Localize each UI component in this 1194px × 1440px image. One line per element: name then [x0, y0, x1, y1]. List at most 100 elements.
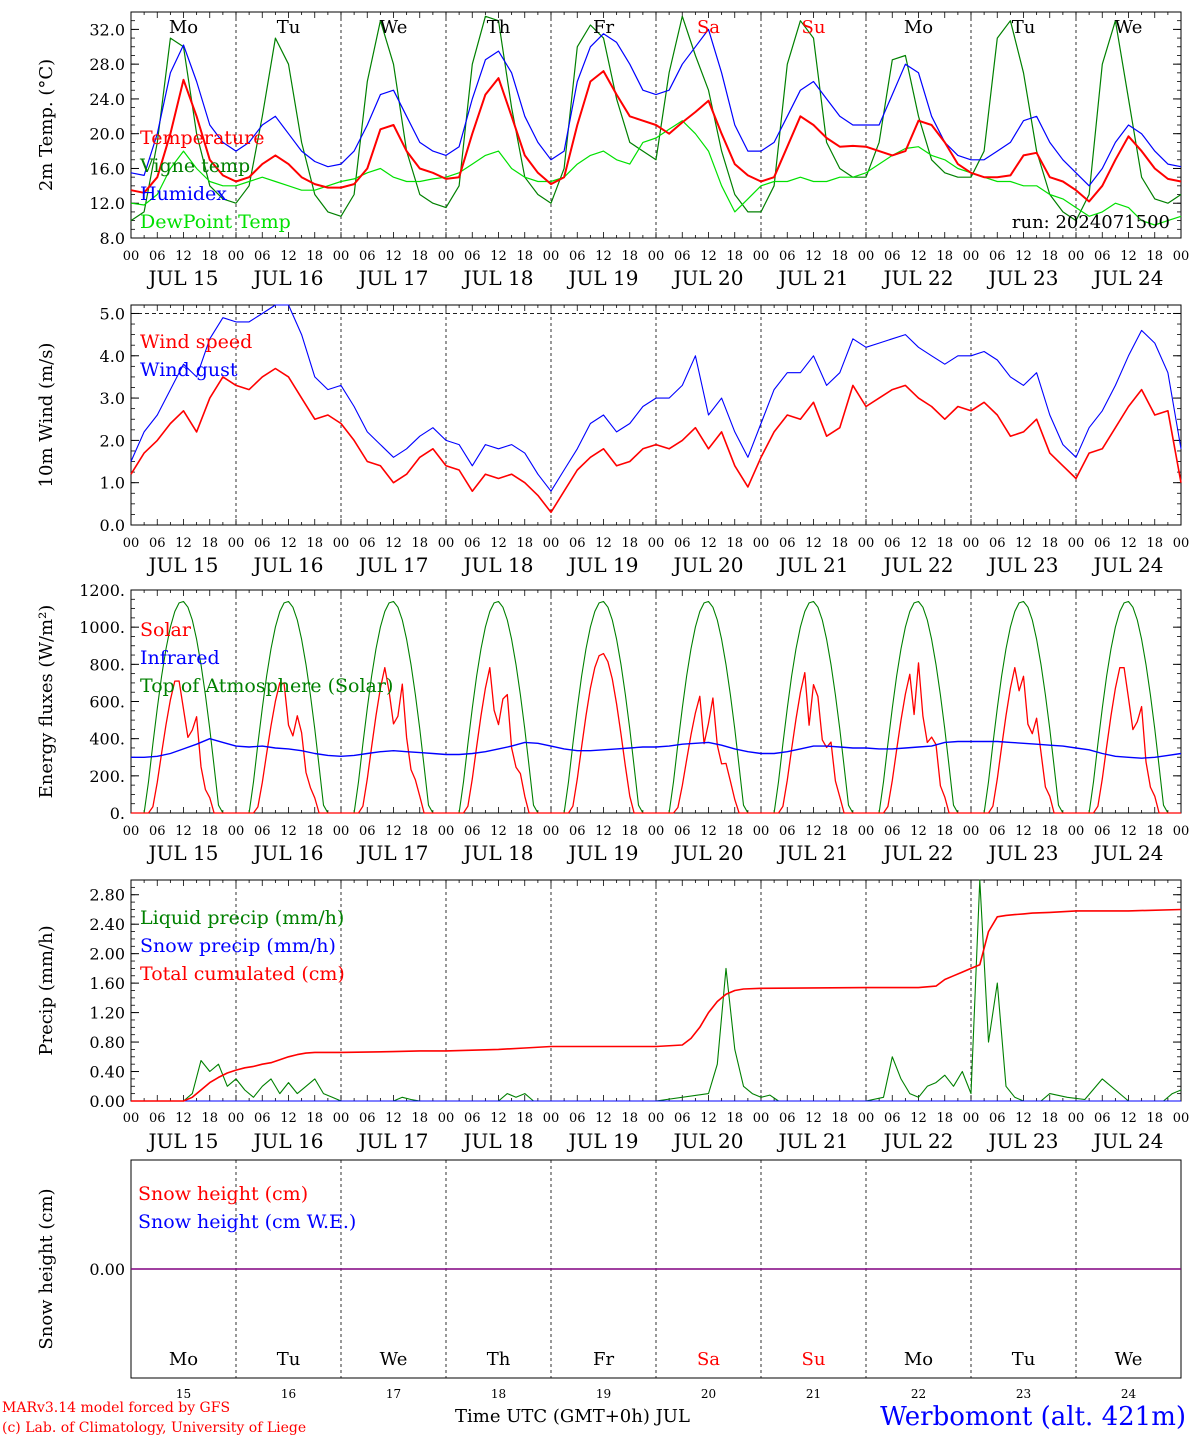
x-hour-label: 06 — [464, 1111, 481, 1126]
y-tick-label: 0.00 — [89, 1092, 125, 1111]
weekday-label: Su — [802, 17, 826, 38]
run-annotation: run: 2024071500 — [1012, 212, 1170, 233]
x-hour-label: 06 — [779, 824, 796, 839]
x-hour-label: 00 — [543, 1111, 560, 1126]
x-hour-label: 12 — [280, 249, 297, 264]
panel-2-y-label: Energy fluxes (W/m²) — [36, 605, 57, 799]
weekday-label: Tu — [277, 1349, 301, 1370]
legend-entry: Vigne temp — [139, 155, 250, 177]
x-hour-label: 06 — [359, 249, 376, 264]
y-tick-label: 400. — [89, 730, 125, 749]
x-hour-label: 06 — [359, 824, 376, 839]
x-hour-label: 06 — [149, 1111, 166, 1126]
bottom-day-label: 20 — [701, 1387, 716, 1401]
y-tick-label: 20.0 — [89, 125, 125, 144]
x-hour-label: 00 — [123, 249, 140, 264]
x-day-label: JUL 15 — [147, 1129, 219, 1153]
x-hour-label: 00 — [228, 249, 245, 264]
legend-entry: Top of Atmosphere (Solar) — [140, 675, 393, 697]
x-hour-label: 06 — [254, 1111, 271, 1126]
x-hour-label: 12 — [280, 536, 297, 551]
y-tick-label: 800. — [89, 655, 125, 674]
weekday-label: Mo — [169, 1349, 198, 1370]
x-hour-label: 00 — [228, 824, 245, 839]
x-day-label: JUL 19 — [567, 1129, 639, 1153]
y-tick-label: 1000. — [79, 618, 125, 637]
x-day-label: JUL 23 — [987, 553, 1059, 577]
y-tick-label: 2.40 — [89, 915, 125, 934]
x-hour-label: 00 — [858, 249, 875, 264]
x-hour-label: 18 — [621, 824, 638, 839]
x-hour-label: 18 — [1146, 249, 1163, 264]
panel-2-frame — [130, 589, 1182, 814]
x-day-label: JUL 19 — [567, 841, 639, 865]
x-hour-label: 06 — [569, 824, 586, 839]
legend-entry: Snow height (cm W.E.) — [138, 1211, 356, 1233]
x-day-label: JUL 24 — [1092, 266, 1164, 290]
x-day-label: JUL 24 — [1092, 1129, 1164, 1153]
x-hour-label: 12 — [490, 1111, 507, 1126]
credit-line: (c) Lab. of Climatology, University of L… — [2, 1420, 307, 1436]
x-hour-label: 12 — [805, 249, 822, 264]
x-hour-label: 00 — [228, 536, 245, 551]
x-hour-label: 06 — [884, 536, 901, 551]
x-hour-label: 00 — [1173, 536, 1190, 551]
weekday-label: Mo — [904, 17, 933, 38]
x-hour-label: 18 — [201, 1111, 218, 1126]
x-hour-label: 18 — [1146, 1111, 1163, 1126]
x-day-label: JUL 22 — [882, 266, 954, 290]
x-day-label: JUL 21 — [777, 841, 849, 865]
x-hour-label: 00 — [543, 824, 560, 839]
x-hour-label: 18 — [831, 1111, 848, 1126]
y-tick-label: 3.0 — [100, 389, 125, 408]
x-day-label: JUL 17 — [357, 553, 429, 577]
panel-4-y-label: Snow height (cm) — [36, 1188, 57, 1349]
weekday-label: Tu — [1012, 17, 1036, 38]
x-hour-label: 00 — [1068, 249, 1085, 264]
x-hour-label: 06 — [779, 249, 796, 264]
x-hour-label: 12 — [910, 824, 927, 839]
x-hour-label: 18 — [516, 1111, 533, 1126]
legend-entry: Infrared — [140, 647, 220, 669]
x-hour-label: 00 — [858, 536, 875, 551]
x-hour-label: 06 — [254, 536, 271, 551]
x-day-label: JUL 21 — [777, 266, 849, 290]
x-hour-label: 18 — [1041, 824, 1058, 839]
x-hour-label: 00 — [333, 536, 350, 551]
x-day-label: JUL 17 — [357, 841, 429, 865]
x-hour-label: 12 — [1120, 249, 1137, 264]
x-hour-label: 12 — [700, 536, 717, 551]
x-day-label: JUL 18 — [462, 1129, 534, 1153]
x-hour-label: 00 — [858, 1111, 875, 1126]
bottom-day-label: 23 — [1016, 1387, 1031, 1401]
legend-entry: Temperature — [140, 127, 264, 149]
x-hour-label: 06 — [989, 824, 1006, 839]
x-hour-label: 12 — [700, 249, 717, 264]
x-hour-label: 12 — [595, 824, 612, 839]
x-hour-label: 00 — [1068, 1111, 1085, 1126]
x-hour-label: 00 — [438, 536, 455, 551]
bottom-day-label: 16 — [281, 1387, 296, 1401]
x-hour-label: 12 — [910, 536, 927, 551]
x-hour-label: 18 — [726, 536, 743, 551]
y-tick-label: 2.0 — [100, 431, 125, 450]
x-hour-label: 12 — [175, 536, 192, 551]
panel-3-y-label: Precip (mm/h) — [36, 925, 57, 1055]
x-hour-label: 06 — [464, 249, 481, 264]
bottom-day-label: 22 — [911, 1387, 926, 1401]
series-wind-gust — [130, 304, 1182, 492]
y-tick-label: 600. — [89, 693, 125, 712]
x-hour-label: 06 — [359, 1111, 376, 1126]
legend-entry: Liquid precip (mm/h) — [140, 907, 344, 929]
x-day-label: JUL 16 — [252, 553, 324, 577]
x-hour-label: 00 — [963, 824, 980, 839]
x-hour-label: 12 — [910, 1111, 927, 1126]
series-total-cumulated — [131, 908, 1182, 1102]
y-tick-label: 32.0 — [89, 20, 125, 39]
legend-entry: Humidex — [140, 183, 227, 205]
x-hour-label: 18 — [411, 536, 428, 551]
series-humidex — [130, 28, 1182, 187]
x-hour-label: 18 — [516, 536, 533, 551]
x-hour-label: 00 — [858, 824, 875, 839]
x-hour-label: 00 — [753, 1111, 770, 1126]
